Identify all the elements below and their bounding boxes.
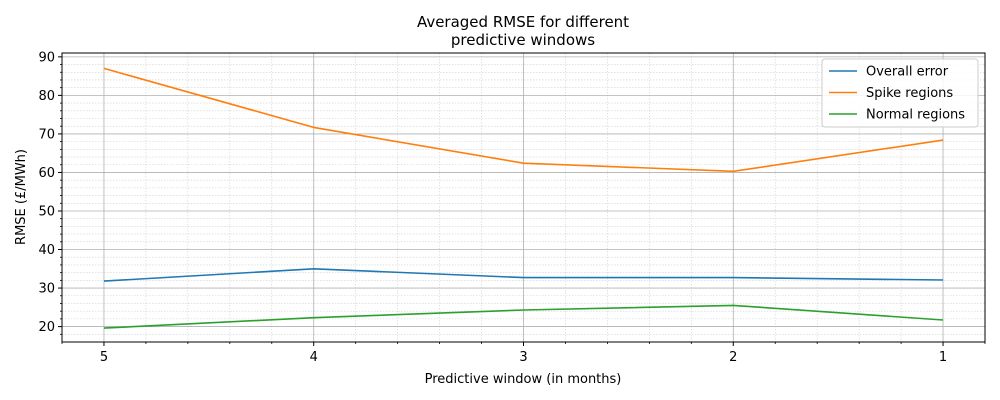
legend: Overall error Spike regions Normal regions bbox=[821, 58, 979, 128]
y-axis-ticks: 20 30 40 50 60 70 80 90 bbox=[38, 50, 62, 335]
x-tick-label: 3 bbox=[519, 350, 527, 365]
y-tick-label: 90 bbox=[38, 50, 55, 65]
x-tick-label: 1 bbox=[939, 350, 947, 365]
y-tick-label: 60 bbox=[38, 166, 55, 181]
y-tick-label: 50 bbox=[38, 204, 55, 219]
x-axis-ticks: 5 4 3 2 1 bbox=[61, 342, 986, 365]
chart-title-line-2: predictive windows bbox=[451, 31, 595, 49]
series-layer bbox=[103, 67, 944, 329]
series-line-spike-regions bbox=[103, 67, 944, 173]
x-axis-label: Predictive window (in months) bbox=[425, 372, 622, 387]
y-tick-label: 40 bbox=[38, 243, 55, 258]
y-tick-label: 70 bbox=[38, 127, 55, 142]
legend-box bbox=[821, 58, 979, 128]
legend-label: Overall error bbox=[866, 65, 949, 80]
x-tick-label: 2 bbox=[729, 350, 737, 365]
y-tick-label: 30 bbox=[38, 282, 55, 297]
chart-title-line-1: Averaged RMSE for different bbox=[417, 13, 629, 31]
series-line-overall-error bbox=[103, 267, 944, 282]
series-line-normal-regions bbox=[103, 304, 944, 329]
y-axis-label: RMSE (£/MWh) bbox=[14, 149, 29, 245]
x-tick-label: 5 bbox=[100, 350, 108, 365]
y-tick-label: 20 bbox=[38, 320, 55, 335]
legend-label: Normal regions bbox=[866, 108, 965, 123]
x-tick-label: 4 bbox=[310, 350, 318, 365]
y-tick-label: 80 bbox=[38, 89, 55, 104]
major-grid bbox=[62, 53, 985, 342]
legend-label: Spike regions bbox=[866, 86, 953, 101]
